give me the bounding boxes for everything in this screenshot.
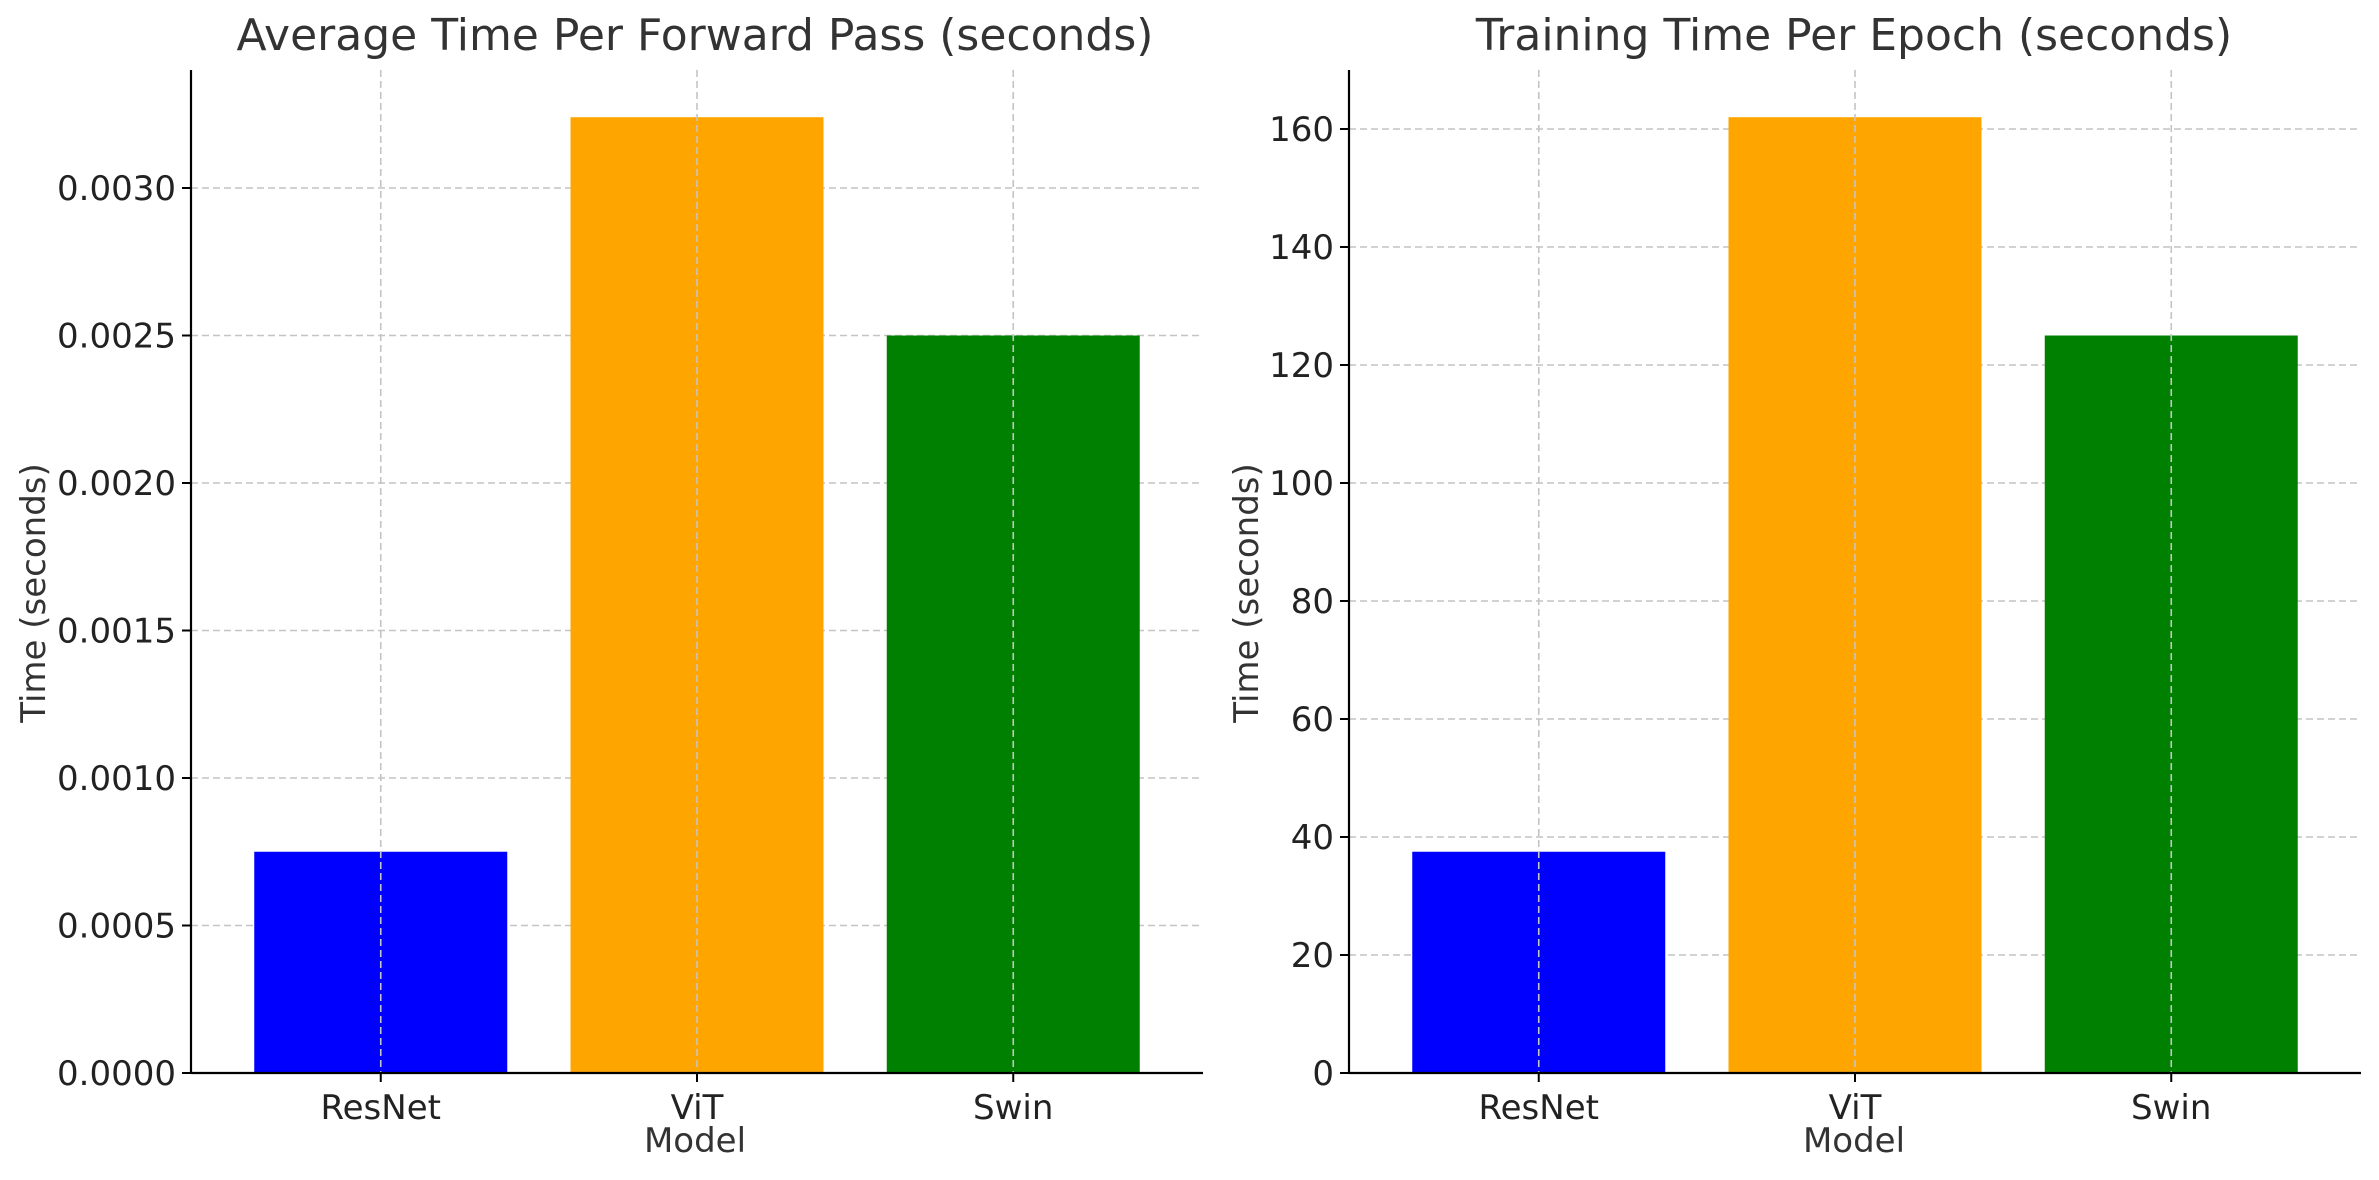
y-axis-label: Time (seconds) bbox=[14, 463, 54, 724]
chart-forward-pass: Average Time Per Forward Pass (seconds) … bbox=[14, 10, 1203, 1161]
x-tick-label: Swin bbox=[2131, 1088, 2211, 1128]
chart-title: Training Time Per Epoch (seconds) bbox=[1475, 10, 2232, 61]
y-tick-label: 120 bbox=[1269, 346, 1334, 386]
y-tick-label: 140 bbox=[1269, 228, 1334, 268]
y-ticks: 0.0000 0.0005 0.0010 0.0015 0.0020 0.0025 0.00… bbox=[57, 169, 191, 1094]
x-tick-label: ViT bbox=[1829, 1088, 1882, 1128]
chart-title: Average Time Per Forward Pass (seconds) bbox=[237, 10, 1154, 61]
bar-vit bbox=[570, 117, 824, 1073]
y-tick-label: 100 bbox=[1269, 464, 1334, 504]
y-tick-label: 0.0005 bbox=[57, 907, 176, 947]
bars bbox=[254, 70, 1140, 1073]
x-tick-label: Swin bbox=[973, 1088, 1053, 1128]
chart-training-epoch: Training Time Per Epoch (seconds) 0 20 40 6… bbox=[1227, 10, 2361, 1161]
y-tick-label: 0.0025 bbox=[57, 317, 176, 357]
x-ticks: ResNet ViT Swin bbox=[321, 1073, 1053, 1128]
y-tick-label: 0.0020 bbox=[57, 464, 176, 504]
y-tick-label: 80 bbox=[1291, 582, 1334, 622]
bar-vit bbox=[1728, 117, 1982, 1073]
y-tick-label: 0.0000 bbox=[57, 1054, 176, 1094]
x-axis-label: Model bbox=[1803, 1121, 1905, 1161]
y-tick-label: 60 bbox=[1291, 700, 1334, 740]
y-tick-label: 40 bbox=[1291, 818, 1334, 858]
x-tick-label: ResNet bbox=[321, 1088, 441, 1128]
x-ticks: ResNet ViT Swin bbox=[1479, 1073, 2211, 1128]
y-tick-label: 20 bbox=[1291, 936, 1334, 976]
y-tick-label: 0 bbox=[1312, 1054, 1334, 1094]
y-axis-label: Time (seconds) bbox=[1227, 463, 1267, 724]
y-tick-label: 160 bbox=[1269, 110, 1334, 150]
y-tick-label: 0.0030 bbox=[57, 169, 176, 209]
x-axis-label: Model bbox=[644, 1121, 746, 1161]
y-ticks: 0 20 40 60 80 100 120 140 160 bbox=[1269, 110, 1349, 1094]
x-tick-label: ViT bbox=[671, 1088, 724, 1128]
y-tick-label: 0.0015 bbox=[57, 612, 176, 652]
x-tick-label: ResNet bbox=[1479, 1088, 1599, 1128]
y-tick-label: 0.0010 bbox=[57, 759, 176, 799]
bars bbox=[1412, 70, 2298, 1073]
